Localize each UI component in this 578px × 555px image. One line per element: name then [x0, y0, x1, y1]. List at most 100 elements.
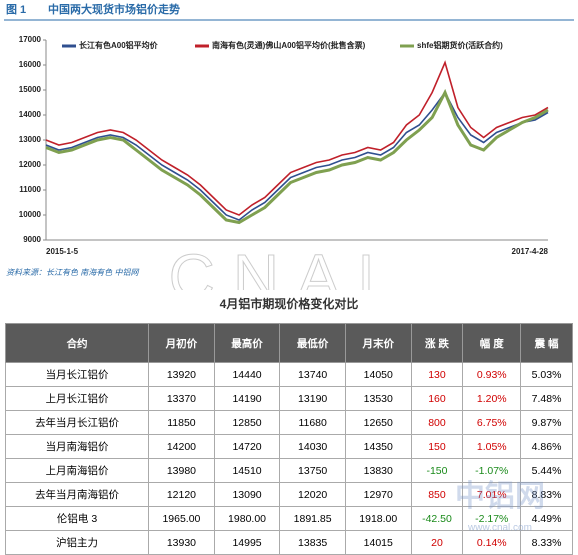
table-row: 去年当月南海铝价 12120 13090 12020 12970 850 7.01% 8.83…	[4, 482, 573, 507]
table-cell: 14995	[213, 530, 281, 555]
chart: 图 1 中国两大现货市场铝价走势 资料来源：长江有色 南海有色 中铝网 CNAL…	[4, 2, 574, 290]
table: 合约 月初价 最高价 最低价 月末价涨 跌幅 度震 幅当月长江铝价 13920 14440 1…	[4, 323, 573, 555]
table-row: 当月南海铝价 14200 14720 14030 14350 150 1.05% 4.86%	[4, 434, 573, 459]
table-cell: 13835	[279, 530, 346, 555]
table-cell: 1.20%	[462, 386, 522, 411]
table-cell: 150	[410, 434, 464, 459]
y-tick-label: 17000	[19, 35, 42, 44]
y-tick-label: 16000	[19, 60, 42, 69]
table-cell: 12650	[344, 410, 412, 435]
watermark: CNAL	[169, 241, 412, 290]
table-cell: 13930	[148, 530, 215, 555]
table-cell: 13750	[279, 458, 346, 483]
table-cell: 7.48%	[520, 386, 573, 411]
legend-label: 南海有色(灵通)佛山A00铝平均价(批售含票)	[212, 40, 366, 50]
table-cell: 8.33%	[520, 530, 573, 555]
series-line	[45, 60, 549, 216]
table-cell: -2.17%	[462, 506, 522, 531]
header-cell: 震 幅	[520, 323, 573, 363]
series-line	[45, 90, 549, 221]
x-tick-label: 2017-4-28	[512, 247, 549, 256]
table-cell: 0.93%	[462, 362, 522, 387]
table-cell: 14350	[344, 434, 412, 459]
table-cell: 7.01%	[462, 482, 522, 507]
table-row: 沪铝主力 13930 14995 13835 14015 20 0.14% 8.33%	[4, 530, 573, 555]
header-cell: 月初价	[148, 323, 215, 363]
table-cell: 沪铝主力	[4, 530, 150, 555]
table-cell: 850	[410, 482, 464, 507]
table-cell: 12850	[213, 410, 281, 435]
table-cell: 13830	[344, 458, 412, 483]
table-cell: 13980	[148, 458, 215, 483]
table-cell: 去年当月长江铝价	[4, 410, 150, 435]
table-cell: 14440	[213, 362, 281, 387]
y-tick-label: 10000	[19, 210, 42, 219]
source: 资料来源：长江有色 南海有色 中铝网	[6, 268, 139, 277]
table-cell: 0.14%	[462, 530, 522, 555]
table-cell: 14510	[213, 458, 281, 483]
table-cell: 当月长江铝价	[4, 362, 150, 387]
table-cell: 上月南海铝价	[4, 458, 150, 483]
figure-label: 图 1	[6, 3, 26, 16]
table-cell: 13740	[279, 362, 346, 387]
header-cell: 最高价	[213, 323, 281, 363]
table-cell: 6.75%	[462, 410, 522, 435]
table-row: 上月长江铝价 13370 14190 13190 13530 160 1.20% 7.48%	[4, 386, 573, 411]
table-cell: -42.50	[410, 506, 464, 531]
y-tick-label: 13000	[19, 135, 42, 144]
table-cell: 1980.00	[213, 506, 281, 531]
table-cell: 130	[410, 362, 464, 387]
table-cell: 14015	[344, 530, 412, 555]
table-cell: 14030	[279, 434, 346, 459]
table-cell: 8.83%	[520, 482, 573, 507]
table-row: 伦铝电 3 1965.00 1980.00 1891.85 1918.00 -42.50-…	[4, 506, 573, 531]
table-cell: 14190	[213, 386, 281, 411]
y-tick-label: 9000	[23, 235, 41, 244]
table-cell: 13530	[344, 386, 412, 411]
table-row: 去年当月长江铝价 11850 12850 11680 12650 800 6.75% 9.87…	[4, 410, 573, 435]
table-cell: 13190	[279, 386, 346, 411]
table-row: 当月长江铝价 13920 14440 13740 14050 130 0.93% 5.03%	[4, 362, 573, 387]
table-title: 4月铝市期现价格变化对比	[219, 297, 359, 311]
table-cell: 800	[410, 410, 464, 435]
table-cell: 13090	[213, 482, 281, 507]
legend-label: 长江有色A00铝平均价	[79, 40, 159, 50]
table-cell: 4.86%	[520, 434, 573, 459]
table-row: 上月南海铝价 13980 14510 13750 13830 -150 -1.07% 5.44…	[4, 458, 573, 483]
table-cell: 1891.85	[279, 506, 346, 531]
table-cell: -150	[410, 458, 464, 483]
table-cell: 20	[410, 530, 464, 555]
table-cell: 14720	[213, 434, 281, 459]
y-tick-label: 15000	[19, 85, 42, 94]
table-cell: 13370	[148, 386, 215, 411]
y-tick-label: 12000	[19, 160, 42, 169]
table-cell: 5.44%	[520, 458, 573, 483]
y-tick-label: 14000	[19, 110, 42, 119]
chart-title: 中国两大现货市场铝价走势	[48, 2, 180, 16]
table-cell: 14200	[148, 434, 215, 459]
table-cell: 9.87%	[520, 410, 573, 435]
legend-label: shfe铝期货价(活跃合约)	[417, 40, 503, 50]
table-cell: 12020	[279, 482, 346, 507]
table-cell: -1.07%	[462, 458, 522, 483]
table-cell: 1.05%	[462, 434, 522, 459]
table-cell: 伦铝电 3	[4, 506, 150, 531]
table-cell: 12970	[344, 482, 412, 507]
table-cell: 1965.00	[148, 506, 215, 531]
table-cell: 5.03%	[520, 362, 573, 387]
y-tick-label: 11000	[19, 185, 41, 194]
header-cell: 合约	[4, 323, 150, 363]
header-cell: 月末价	[344, 323, 412, 363]
table-cell: 11850	[148, 410, 215, 435]
header-cell: 幅 度	[462, 323, 522, 363]
table-cell: 当月南海铝价	[4, 434, 150, 459]
table-cell: 上月长江铝价	[4, 386, 150, 411]
table-cell: 12120	[148, 482, 215, 507]
table-cell: 去年当月南海铝价	[4, 482, 150, 507]
table-cell: 13920	[148, 362, 215, 387]
series-line	[45, 88, 549, 225]
table-cell: 11680	[279, 410, 346, 435]
table-cell: 160	[410, 386, 464, 411]
x-tick-label: 2015-1-5	[46, 247, 79, 256]
